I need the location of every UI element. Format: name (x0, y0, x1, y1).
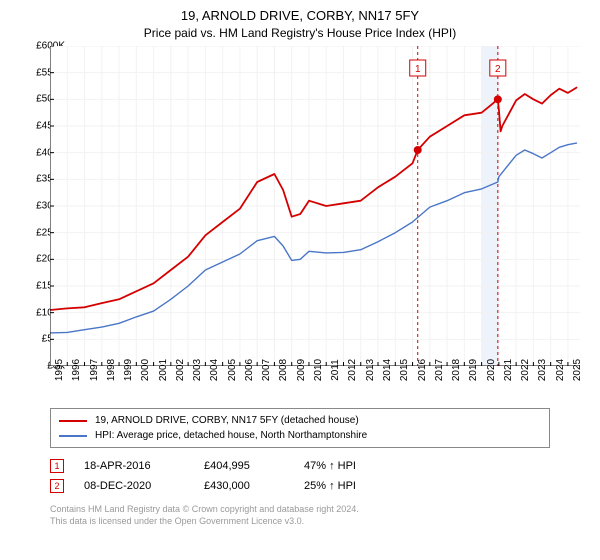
sale-date: 08-DEC-2020 (84, 480, 184, 492)
legend-label: 19, ARNOLD DRIVE, CORBY, NN17 5FY (detac… (95, 415, 359, 426)
x-tick-label: 2013 (365, 359, 376, 381)
sale-price: £404,995 (204, 460, 284, 472)
x-tick-label: 1999 (123, 359, 134, 381)
x-tick-label: 2016 (417, 359, 428, 381)
page-title: 19, ARNOLD DRIVE, CORBY, NN17 5FY (0, 0, 600, 23)
x-tick-label: 2014 (382, 359, 393, 381)
x-tick-label: 2021 (503, 359, 514, 381)
x-tick-label: 2020 (486, 359, 497, 381)
footer-line-1: Contains HM Land Registry data © Crown c… (50, 504, 550, 516)
x-tick-label: 2001 (158, 359, 169, 381)
legend: 19, ARNOLD DRIVE, CORBY, NN17 5FY (detac… (50, 408, 550, 448)
x-tick-label: 2002 (175, 359, 186, 381)
sale-marker: 1 (50, 459, 64, 473)
svg-text:2: 2 (495, 64, 501, 75)
x-tick-label: 2024 (555, 359, 566, 381)
x-tick-label: 1995 (54, 359, 65, 381)
x-tick-label: 2019 (468, 359, 479, 381)
sales-table: 1 18-APR-2016 £404,995 47% ↑ HPI 2 08-DEC-202… (50, 456, 550, 496)
sale-row: 1 18-APR-2016 £404,995 47% ↑ HPI (50, 456, 550, 476)
x-tick-label: 2004 (209, 359, 220, 381)
x-axis-labels: 1995199619971998199920002001200220032004… (50, 366, 580, 406)
sale-price: £430,000 (204, 480, 284, 492)
x-tick-label: 2008 (278, 359, 289, 381)
x-tick-label: 2025 (572, 359, 583, 381)
x-tick-label: 2012 (347, 359, 358, 381)
chart-area: 12 (50, 46, 580, 366)
x-tick-label: 2011 (330, 359, 341, 381)
x-tick-label: 1997 (89, 359, 100, 381)
sale-marker: 2 (50, 479, 64, 493)
x-tick-label: 2005 (227, 359, 238, 381)
legend-swatch (59, 435, 87, 437)
sale-date: 18-APR-2016 (84, 460, 184, 472)
x-tick-label: 2006 (244, 359, 255, 381)
x-tick-label: 2000 (140, 359, 151, 381)
footer-line-2: This data is licensed under the Open Gov… (50, 516, 550, 528)
page-subtitle: Price paid vs. HM Land Registry's House … (0, 23, 600, 46)
x-tick-label: 2010 (313, 359, 324, 381)
sale-delta: 25% ↑ HPI (304, 480, 384, 492)
x-tick-label: 2018 (451, 359, 462, 381)
x-tick-label: 2022 (520, 359, 531, 381)
x-tick-label: 2009 (296, 359, 307, 381)
x-tick-label: 2017 (434, 359, 445, 381)
sale-row: 2 08-DEC-2020 £430,000 25% ↑ HPI (50, 476, 550, 496)
svg-text:1: 1 (415, 64, 421, 75)
x-tick-label: 2007 (261, 359, 272, 381)
footer-attribution: Contains HM Land Registry data © Crown c… (50, 504, 550, 527)
x-tick-label: 2023 (537, 359, 548, 381)
legend-swatch (59, 420, 87, 422)
x-tick-label: 1998 (106, 359, 117, 381)
x-tick-label: 2015 (399, 359, 410, 381)
legend-label: HPI: Average price, detached house, Nort… (95, 430, 367, 441)
x-tick-label: 1996 (71, 359, 82, 381)
x-tick-label: 2003 (192, 359, 203, 381)
line-chart: 12 (50, 46, 580, 366)
sale-delta: 47% ↑ HPI (304, 460, 384, 472)
legend-row: 19, ARNOLD DRIVE, CORBY, NN17 5FY (detac… (59, 413, 541, 428)
legend-row: HPI: Average price, detached house, Nort… (59, 428, 541, 443)
